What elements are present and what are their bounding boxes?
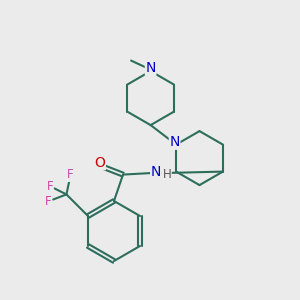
Text: F: F — [46, 179, 53, 193]
Text: N: N — [169, 135, 180, 149]
Text: F: F — [44, 195, 51, 208]
Text: O: O — [94, 156, 105, 170]
Text: F: F — [67, 168, 73, 182]
Text: H: H — [162, 168, 171, 181]
Text: N: N — [146, 61, 156, 75]
Text: N: N — [151, 165, 161, 179]
